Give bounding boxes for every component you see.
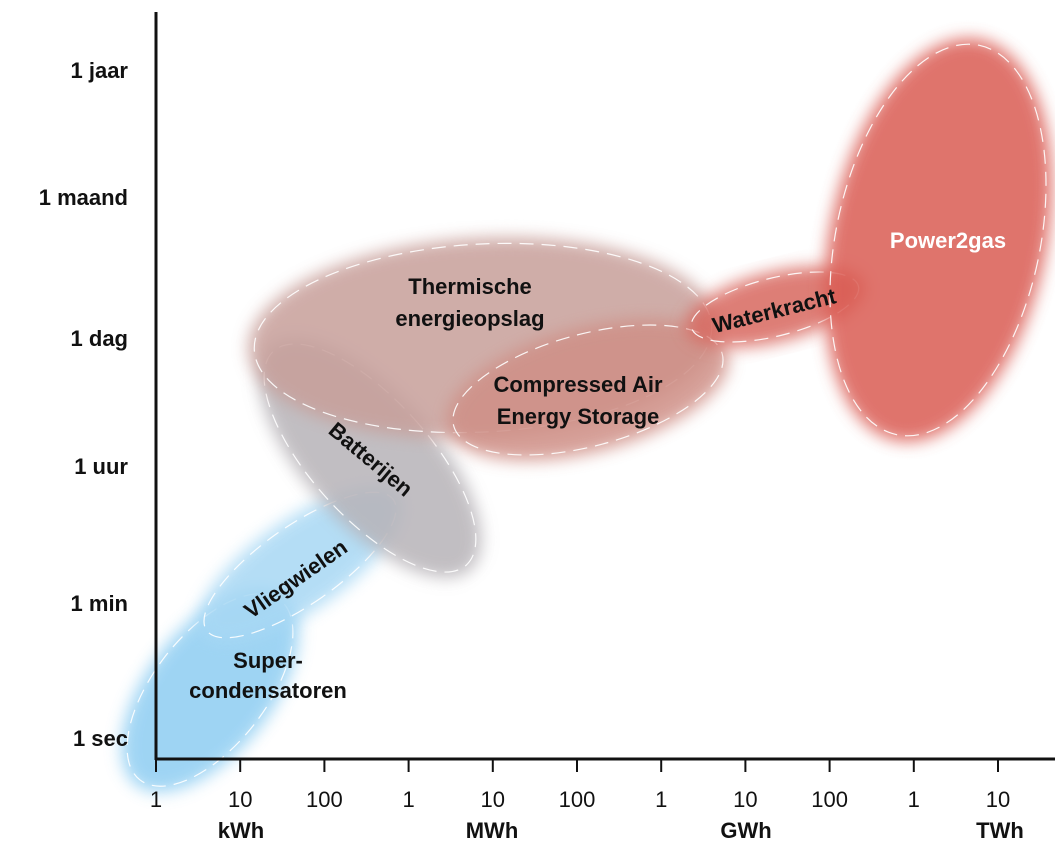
x-tick-label: 100 [306, 787, 343, 812]
region-fill [121, 588, 299, 792]
x-tick-label: 100 [559, 787, 596, 812]
region-label: Power2gas [890, 228, 1006, 253]
region-compressed-air-energy-storage [447, 319, 729, 461]
region-fill [685, 266, 865, 348]
x-tick-label: 10 [228, 787, 252, 812]
region-outline [126, 593, 294, 787]
region-outline [829, 43, 1047, 437]
y-tick-label: 1 uur [74, 454, 128, 479]
y-tick-label: 1 jaar [71, 58, 129, 83]
ticks-layer: 1 10 100 1 10 100 1 10 100 1 10 kWh MWh GWh TWh 1 sec 1 … [39, 58, 1024, 843]
regions-layer [121, 38, 1052, 792]
x-tick-label: 1 [655, 787, 667, 812]
x-tick-label: 10 [986, 787, 1010, 812]
y-tick-label: 1 maand [39, 185, 128, 210]
region-label-line: Super- [233, 648, 303, 673]
region-label-line: Power2gas [890, 228, 1006, 253]
x-tick-label: 1 [908, 787, 920, 812]
region-label: Compressed Air Energy Storage [493, 372, 663, 429]
x-tick-label: 1 [150, 787, 162, 812]
x-tick-label: 1 [402, 787, 414, 812]
region-label: Thermische energieopslag [395, 274, 544, 331]
region-outline [452, 324, 724, 456]
y-tick-label: 1 dag [71, 326, 128, 351]
region-label-line: condensatoren [189, 678, 347, 703]
x-unit-label: GWh [720, 818, 771, 843]
region-super-condensatoren [121, 588, 299, 792]
region-label-line: Energy Storage [497, 404, 660, 429]
region-label-line: Compressed Air [493, 372, 663, 397]
region-fill [824, 38, 1052, 442]
x-tick-label: 100 [811, 787, 848, 812]
y-tick-label: 1 min [71, 591, 128, 616]
x-unit-label: MWh [466, 818, 519, 843]
y-tick-label: 1 sec [73, 726, 128, 751]
x-unit-label: TWh [976, 818, 1024, 843]
x-unit-label: kWh [218, 818, 264, 843]
x-tick-label: 10 [481, 787, 505, 812]
region-label-line: energieopslag [395, 306, 544, 331]
axes-layer [154, 12, 1055, 761]
region-fill [447, 319, 729, 461]
region-label-line: Thermische [408, 274, 532, 299]
x-tick-label: 10 [733, 787, 757, 812]
region-label: Super-condensatoren [189, 648, 347, 703]
region-power2gas [824, 38, 1052, 442]
